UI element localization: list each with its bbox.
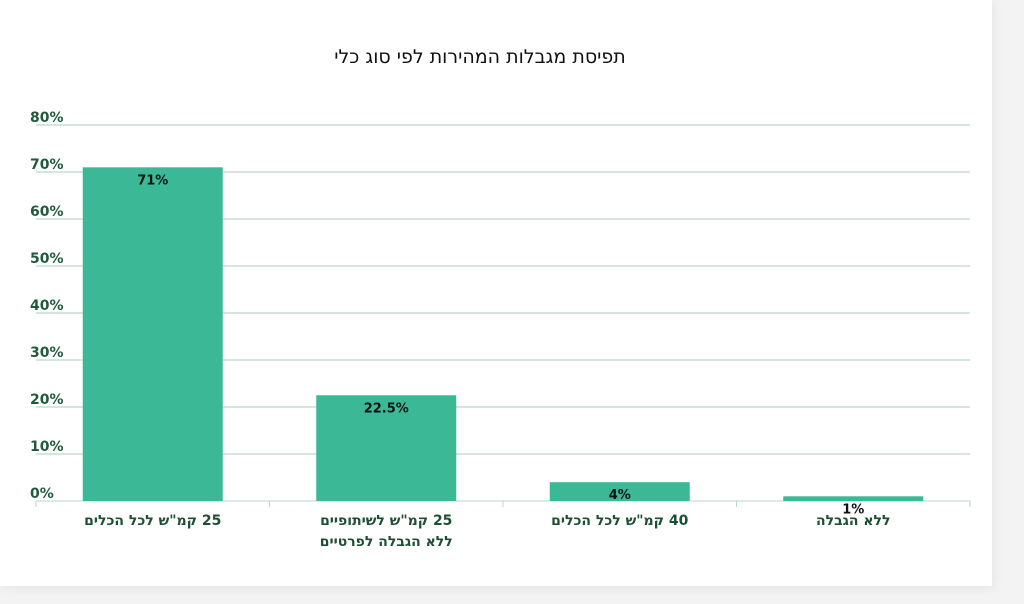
bar: [82, 167, 223, 502]
x-axis: 25 קמ"ש לכל הכלים 25 קמ"ש לשיתופיים ללא הג…: [84, 513, 890, 550]
data-label: 1%: [842, 502, 864, 517]
data-labels: 71% 22.5% 4% 1%: [137, 173, 864, 517]
x-category-label: 40 קמ"ש לכל הכלים: [551, 513, 688, 529]
x-category-label: ללא הגבלה לפרטיים: [320, 534, 453, 550]
data-label: 71%: [137, 173, 168, 188]
data-label: 22.5%: [364, 401, 409, 416]
y-tick-label: 80%: [30, 110, 64, 126]
y-tick-label: 60%: [30, 204, 64, 220]
y-tick-label: 30%: [30, 345, 64, 361]
y-axis: 0% 10% 20% 30% 40% 50% 60% 70% 80%: [30, 110, 64, 502]
y-tick-label: 50%: [30, 251, 64, 267]
x-category-label: 25 קמ"ש לכל הכלים: [84, 513, 221, 529]
y-tick-label: 0%: [30, 486, 54, 502]
bar: [549, 482, 690, 501]
y-tick-label: 40%: [30, 298, 64, 314]
y-tick-label: 70%: [30, 157, 64, 173]
x-category-label: 25 קמ"ש לשיתופיים: [320, 513, 452, 529]
x-category-label: ללא הגבלה: [816, 513, 891, 529]
bar: [783, 496, 924, 501]
y-tick-label: 20%: [30, 392, 64, 408]
bars: [82, 167, 924, 502]
data-label: 4%: [609, 488, 631, 503]
chart-title: תפיסת מגבלות המהירות לפי סוג כלי: [334, 46, 626, 68]
y-tick-label: 10%: [30, 439, 64, 455]
bar: [316, 395, 457, 501]
